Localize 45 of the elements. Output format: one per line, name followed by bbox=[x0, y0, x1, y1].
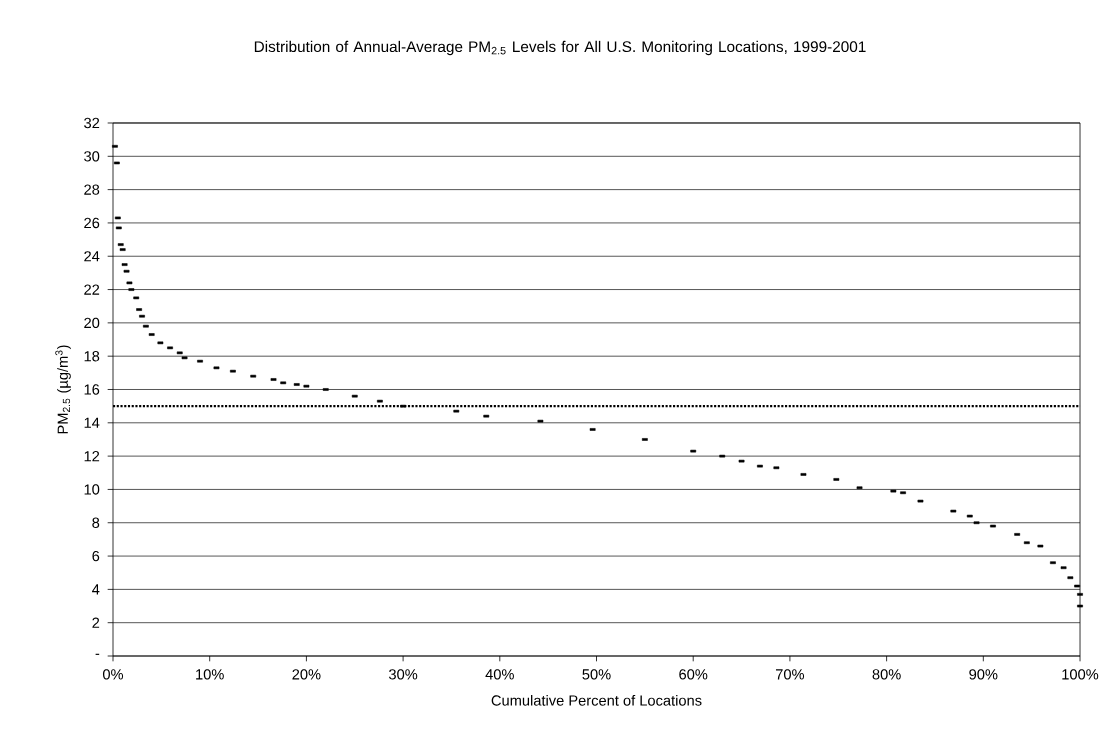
point bbox=[377, 399, 383, 403]
point bbox=[1074, 584, 1080, 588]
y-axis-title: PM$_{2.5}$ (µg/m$^{3}$) bbox=[55, 345, 71, 434]
point bbox=[143, 324, 149, 328]
x-tick-label: 90% bbox=[969, 669, 998, 680]
y-tick-label: 16 bbox=[84, 384, 100, 395]
y-tick-label: 32 bbox=[84, 117, 100, 129]
y-tick-label: 4 bbox=[92, 584, 100, 595]
point bbox=[400, 404, 406, 408]
point bbox=[990, 524, 996, 528]
x-tick-label: 0% bbox=[102, 669, 124, 680]
point bbox=[1050, 561, 1056, 565]
x-tick-label: 20% bbox=[292, 669, 321, 680]
y-tick-label: 22 bbox=[84, 284, 100, 295]
x-tick-label: 60% bbox=[679, 669, 708, 680]
chart-title: Distribution of Annual-Average PM$_{2.5}$ Levels for All U.S. Monitoring Locations, 1999-2001 bbox=[254, 40, 866, 56]
x-tick-label: 40% bbox=[485, 669, 514, 680]
y-tick-label: 26 bbox=[84, 217, 100, 229]
y-tick-label: 6 bbox=[92, 550, 100, 562]
point bbox=[230, 369, 236, 373]
y-tick-label: 2 bbox=[92, 617, 100, 628]
point bbox=[197, 359, 203, 363]
x-tick-label: 50% bbox=[582, 669, 611, 680]
point bbox=[757, 464, 763, 468]
point bbox=[114, 161, 120, 165]
y-tick-label: 20 bbox=[84, 317, 100, 329]
x-tick-label: 80% bbox=[872, 669, 901, 680]
x-tick-label: 30% bbox=[388, 669, 418, 680]
x-tick-label: 70% bbox=[775, 669, 805, 680]
y-tick-label: 10 bbox=[84, 484, 100, 495]
point bbox=[1077, 604, 1083, 608]
x-tick-label: 100% bbox=[1062, 669, 1099, 680]
point bbox=[167, 346, 173, 350]
y-tick-label: 12 bbox=[84, 451, 100, 462]
point bbox=[900, 491, 906, 495]
y-tick-label: 24 bbox=[84, 251, 100, 262]
y-tick-label: - bbox=[95, 653, 100, 655]
y-tick-label: 30 bbox=[84, 151, 100, 162]
y-tick-label: 28 bbox=[84, 184, 100, 195]
y-tick-label: 8 bbox=[92, 517, 100, 528]
y-tick-label: 18 bbox=[84, 351, 100, 362]
point bbox=[139, 314, 145, 318]
y-tick-label: 14 bbox=[84, 417, 100, 428]
x-axis-title: Cumulative Percent of Locations bbox=[491, 694, 702, 706]
x-tick-label: 10% bbox=[196, 669, 224, 680]
